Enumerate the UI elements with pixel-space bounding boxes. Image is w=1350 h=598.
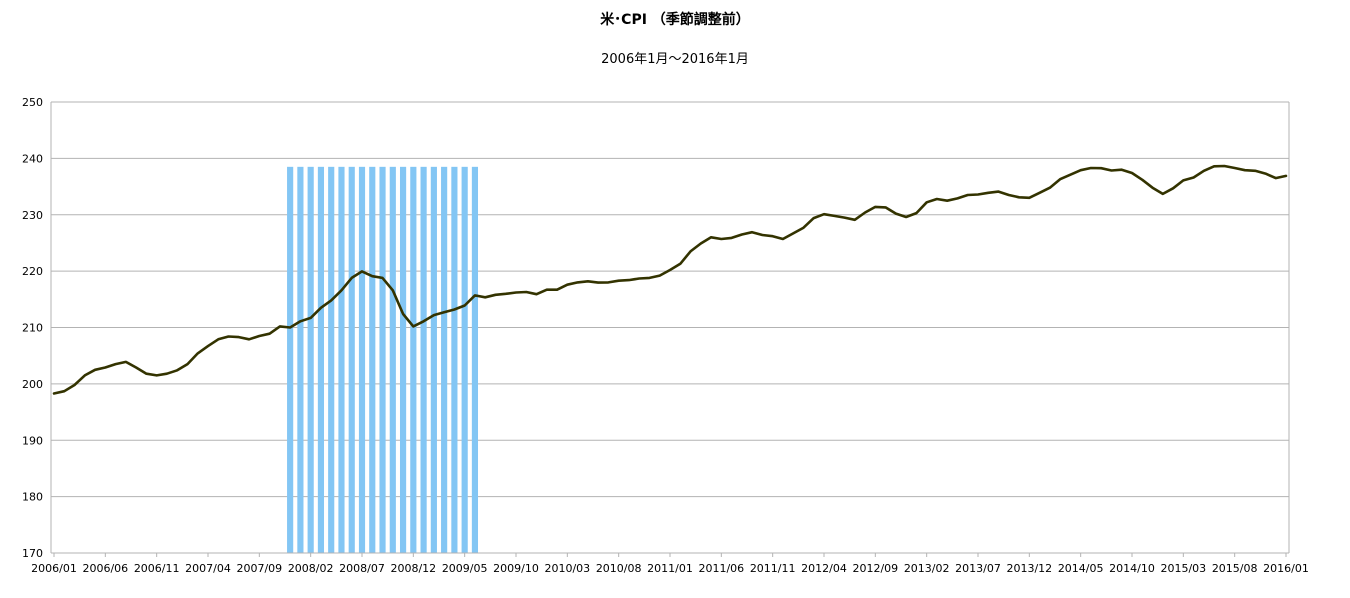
x-tick-label: 2013/02 xyxy=(904,562,950,575)
highlight-bar xyxy=(369,166,376,554)
highlight-bar xyxy=(389,166,396,554)
x-tick-label: 2012/04 xyxy=(801,562,847,575)
x-tick-label: 2010/03 xyxy=(544,562,590,575)
x-tick-label: 2006/01 xyxy=(31,562,77,575)
highlight-bar xyxy=(317,166,325,554)
y-tick-label: 190 xyxy=(22,434,43,447)
y-tick-label: 200 xyxy=(22,378,43,391)
highlight-bar xyxy=(451,166,458,554)
highlight-bar xyxy=(471,166,479,554)
x-tick-label: 2012/09 xyxy=(852,562,898,575)
x-tick-label: 2011/01 xyxy=(647,562,693,575)
x-tick-label: 2011/06 xyxy=(698,562,744,575)
highlight-bar xyxy=(399,166,407,554)
y-tick-label: 240 xyxy=(22,152,43,165)
cpi-series xyxy=(52,164,1288,395)
x-tick-label: 2015/08 xyxy=(1212,562,1258,575)
x-tick-label: 2010/08 xyxy=(596,562,642,575)
highlight-bar xyxy=(348,166,355,554)
x-tick-label: 2013/07 xyxy=(955,562,1001,575)
x-tick-label: 2006/11 xyxy=(134,562,180,575)
x-tick-label: 2016/01 xyxy=(1263,562,1309,575)
cpi-line xyxy=(52,164,1288,395)
x-tick-label: 2007/04 xyxy=(185,562,231,575)
highlight-bar xyxy=(430,166,437,554)
x-tick-label: 2014/10 xyxy=(1109,562,1155,575)
y-tick-labels: 170 180 190 200 210 220 230 240 250 xyxy=(22,96,43,560)
chart-subtitle: 2006年1月～2016年1月 xyxy=(601,52,749,67)
x-tick-label: 2011/11 xyxy=(750,562,796,575)
x-tick-label: 2013/12 xyxy=(1006,562,1052,575)
x-tick-label: 2009/05 xyxy=(442,562,488,575)
x-tick-label: 2008/12 xyxy=(390,562,436,575)
highlight-bar xyxy=(461,166,468,554)
highlight-bar xyxy=(410,166,417,554)
x-tick-label: 2015/03 xyxy=(1160,562,1206,575)
x-tick-label: 2009/10 xyxy=(493,562,539,575)
y-tick-label: 220 xyxy=(22,265,43,278)
x-tick-label: 2006/06 xyxy=(82,562,128,575)
axes xyxy=(50,102,1290,557)
highlight-bar xyxy=(441,166,448,554)
recession-highlight-bars xyxy=(287,166,479,554)
highlight-bar xyxy=(297,166,304,554)
x-tick-label: 2014/05 xyxy=(1058,562,1104,575)
highlight-bar xyxy=(328,166,335,554)
x-tick-label: 2008/07 xyxy=(339,562,385,575)
highlight-bar xyxy=(358,166,366,554)
highlight-bar xyxy=(287,166,294,554)
y-tick-label: 210 xyxy=(22,322,43,335)
highlight-bar xyxy=(420,166,427,554)
chart-title: 米･CPI （季節調整前） xyxy=(600,12,750,28)
highlight-bar xyxy=(307,166,314,554)
y-tick-label: 180 xyxy=(22,491,43,504)
y-tick-label: 230 xyxy=(22,209,43,222)
highlight-bar xyxy=(379,166,386,554)
y-tick-label: 250 xyxy=(22,96,43,109)
x-tick-label: 2007/09 xyxy=(236,562,282,575)
x-tick-labels: 2006/01 2006/06 2006/11 2007/04 2007/09 2008/… xyxy=(31,562,1309,575)
x-tick-label: 2008/02 xyxy=(288,562,334,575)
y-tick-label: 170 xyxy=(22,547,43,560)
highlight-bar xyxy=(338,166,345,554)
